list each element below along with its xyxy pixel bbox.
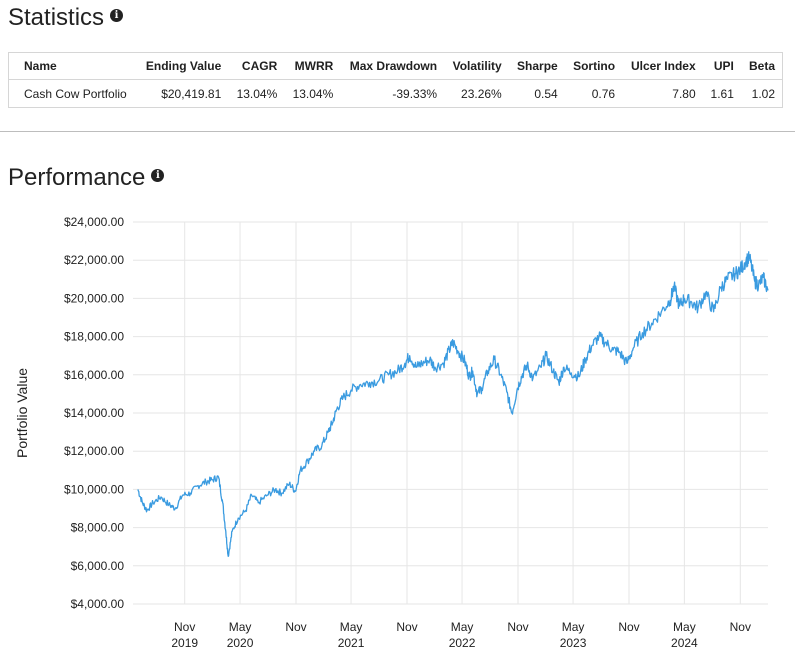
table-cell: 1.02 xyxy=(751,87,775,101)
x-tick-year-label: 2019 xyxy=(171,636,198,650)
y-tick-label: $8,000.00 xyxy=(71,521,125,535)
table-cell: 0.54 xyxy=(534,87,558,101)
x-tick-label: Nov xyxy=(396,620,417,634)
x-tick-label: May xyxy=(673,620,696,634)
table-cell: 13.04% xyxy=(236,87,278,101)
portfolio-value-line[interactable] xyxy=(137,251,769,557)
x-tick-year-label: 2023 xyxy=(560,636,587,650)
performance-chart: $4,000.00 $6,000.00 $8,000.00 $10,000.00 $12… xyxy=(14,215,769,650)
x-tick-label: May xyxy=(340,620,363,634)
statistics-table: Name Ending Value CAGR MWRR Max Drawdown… xyxy=(9,53,782,108)
column-header[interactable]: Sortino xyxy=(564,53,623,80)
x-tick-label: Nov xyxy=(174,620,195,634)
x-tick-label: Nov xyxy=(507,620,528,634)
table-row: Cash Cow Portfolio $20,419.81 13.04% 13.… xyxy=(9,80,782,109)
y-tick-label: $22,000.00 xyxy=(64,253,124,267)
table-cell: 7.80 xyxy=(672,87,696,101)
x-tick-year-label: 2024 xyxy=(671,636,698,650)
y-tick-label: $24,000.00 xyxy=(64,215,124,229)
column-header[interactable]: Volatility xyxy=(444,53,509,80)
column-header[interactable]: Sharpe xyxy=(508,53,565,80)
column-header[interactable]: Beta xyxy=(740,53,782,80)
x-tick-label: Nov xyxy=(730,620,751,634)
y-tick-label: $14,000.00 xyxy=(64,406,124,420)
y-tick-label: $12,000.00 xyxy=(64,444,124,458)
y-axis-ticks: $4,000.00 $6,000.00 $8,000.00 $10,000.00 $12… xyxy=(64,215,124,611)
table-cell: $20,419.81 xyxy=(161,87,222,101)
chart-grid xyxy=(133,221,768,605)
x-axis-ticks: Nov 2019 May 2020 Nov May 2021 Nov May 2022 Nov May… xyxy=(171,620,751,650)
info-icon[interactable]: i xyxy=(110,9,124,23)
x-tick-label: May xyxy=(451,620,474,634)
column-header[interactable]: Ulcer Index xyxy=(622,53,703,80)
x-tick-label: May xyxy=(229,620,252,634)
y-tick-label: $6,000.00 xyxy=(71,559,125,573)
statistics-table-container: Name Ending Value CAGR MWRR Max Drawdown… xyxy=(8,52,783,108)
table-header-row: Name Ending Value CAGR MWRR Max Drawdown… xyxy=(9,53,782,80)
column-header[interactable]: Max Drawdown xyxy=(340,53,445,80)
y-tick-label: $16,000.00 xyxy=(64,368,124,382)
y-tick-label: $20,000.00 xyxy=(64,291,124,305)
chart-series xyxy=(137,251,769,557)
y-axis-title: Portfolio Value xyxy=(14,368,30,458)
x-tick-year-label: 2022 xyxy=(449,636,476,650)
statistics-title: Statistics i xyxy=(8,4,124,31)
info-icon[interactable]: i xyxy=(151,169,165,183)
performance-title: Performance i xyxy=(8,164,165,191)
table-cell: -39.33% xyxy=(392,87,438,101)
x-tick-label: Nov xyxy=(285,620,306,634)
table-cell: 13.04% xyxy=(292,87,334,101)
y-tick-label: $10,000.00 xyxy=(64,482,124,496)
performance-title-text: Performance xyxy=(8,164,146,191)
y-tick-label: $18,000.00 xyxy=(64,330,124,344)
y-tick-label: $4,000.00 xyxy=(71,597,125,611)
table-cell-name: Cash Cow Portfolio xyxy=(24,87,127,101)
column-header[interactable]: Ending Value xyxy=(136,53,229,80)
x-tick-label: Nov xyxy=(618,620,639,634)
column-header[interactable]: CAGR xyxy=(228,53,285,80)
column-header[interactable]: MWRR xyxy=(284,53,341,80)
table-cell: 0.76 xyxy=(591,87,616,101)
x-tick-year-label: 2021 xyxy=(338,636,365,650)
table-cell: 23.26% xyxy=(461,87,502,101)
section-divider xyxy=(0,131,795,132)
table-cell: 1.61 xyxy=(710,87,734,101)
statistics-title-text: Statistics xyxy=(8,4,105,31)
x-tick-label: May xyxy=(562,620,585,634)
column-header[interactable]: UPI xyxy=(702,53,741,80)
column-header[interactable]: Name xyxy=(9,53,137,80)
x-tick-year-label: 2020 xyxy=(227,636,254,650)
